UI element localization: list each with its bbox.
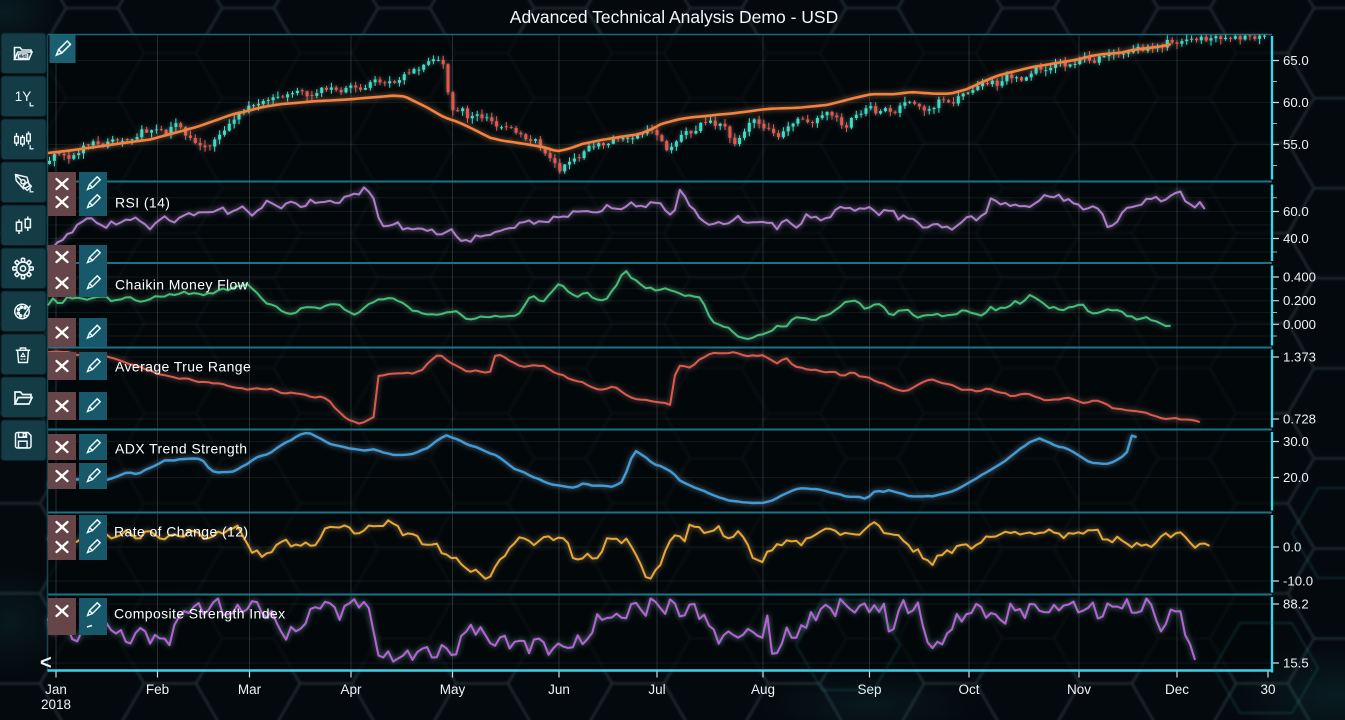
svg-text:0.200: 0.200 xyxy=(1283,293,1316,308)
svg-text:Jul: Jul xyxy=(648,682,665,697)
svg-text:Mar: Mar xyxy=(238,682,262,697)
svg-text:0.000: 0.000 xyxy=(1283,317,1316,332)
svg-text:Average True Range: Average True Range xyxy=(115,359,251,375)
svg-text:CSV: CSV xyxy=(18,54,28,59)
svg-text:Aug: Aug xyxy=(751,682,775,697)
svg-text:1Y: 1Y xyxy=(15,89,32,104)
svg-text:Advanced Technical Analysis De: Advanced Technical Analysis Demo - USD xyxy=(510,7,838,27)
svg-text:Composite Strength Index: Composite Strength Index xyxy=(114,606,285,622)
svg-text:60.0: 60.0 xyxy=(1283,204,1309,219)
svg-text:Jun: Jun xyxy=(548,682,570,697)
svg-text:0.728: 0.728 xyxy=(1283,412,1316,427)
svg-text:<: < xyxy=(40,652,52,674)
svg-text:Chaikin Money Flow: Chaikin Money Flow xyxy=(115,277,249,293)
svg-text:May: May xyxy=(440,682,466,697)
svg-text:Jan: Jan xyxy=(45,682,67,697)
svg-text:Oct: Oct xyxy=(958,682,979,697)
svg-text:ADX Trend Strength: ADX Trend Strength xyxy=(115,441,248,457)
svg-text:30: 30 xyxy=(1260,682,1275,697)
svg-text:30.0: 30.0 xyxy=(1283,434,1309,449)
svg-text:2018: 2018 xyxy=(41,697,71,712)
svg-text:0.400: 0.400 xyxy=(1283,270,1316,285)
svg-text:20.0: 20.0 xyxy=(1283,470,1309,485)
svg-text:0.0: 0.0 xyxy=(1283,540,1301,555)
svg-text:Nov: Nov xyxy=(1067,682,1091,697)
svg-text:Rate of Change (12): Rate of Change (12) xyxy=(114,524,248,540)
svg-text:65.0: 65.0 xyxy=(1283,53,1309,68)
svg-text:15.5: 15.5 xyxy=(1283,656,1309,671)
svg-text:Apr: Apr xyxy=(340,682,362,697)
svg-text:88.2: 88.2 xyxy=(1283,597,1309,612)
svg-text:55.0: 55.0 xyxy=(1283,137,1309,152)
svg-text:Feb: Feb xyxy=(146,682,169,697)
svg-text:1.373: 1.373 xyxy=(1283,350,1316,365)
svg-text:60.0: 60.0 xyxy=(1283,95,1309,110)
svg-text:40.0: 40.0 xyxy=(1283,231,1309,246)
svg-text:-10.0: -10.0 xyxy=(1283,574,1313,589)
svg-text:RSI (14): RSI (14) xyxy=(115,195,170,211)
svg-text:Dec: Dec xyxy=(1165,682,1189,697)
